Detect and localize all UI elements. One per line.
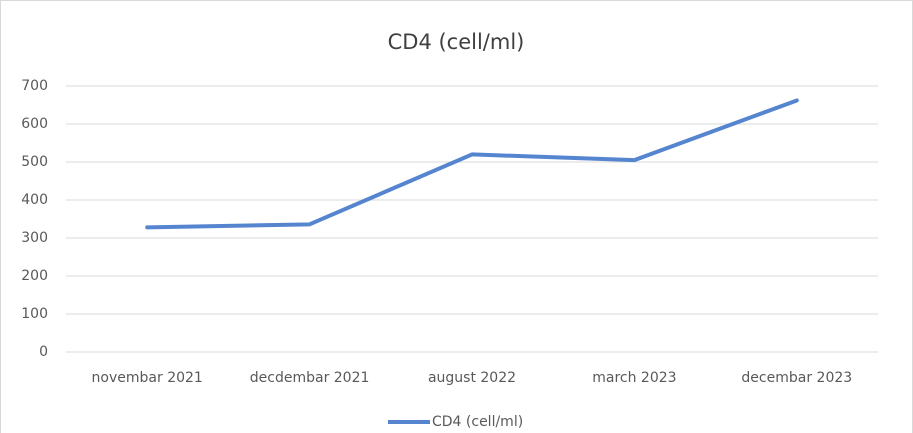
x-tick-label: august 2022 xyxy=(428,370,516,386)
y-tick-label: 200 xyxy=(21,268,48,284)
y-tick-label: 0 xyxy=(39,344,48,360)
series-line xyxy=(145,98,799,230)
y-tick-label: 500 xyxy=(21,154,48,170)
y-tick-label: 600 xyxy=(21,116,48,132)
x-tick-label: march 2023 xyxy=(592,370,676,386)
x-tick-label: decdembar 2021 xyxy=(250,370,370,386)
y-tick-label: 100 xyxy=(21,306,48,322)
x-tick-label: decembar 2023 xyxy=(741,370,852,386)
y-tick-label: 400 xyxy=(21,192,48,208)
y-tick-label: 300 xyxy=(21,230,48,246)
chart-title: CD4 (cell/ml) xyxy=(388,30,525,54)
x-tick-label: novembar 2021 xyxy=(92,370,203,386)
y-tick-label: 700 xyxy=(21,78,48,94)
legend-label: CD4 (cell/ml) xyxy=(432,414,523,430)
